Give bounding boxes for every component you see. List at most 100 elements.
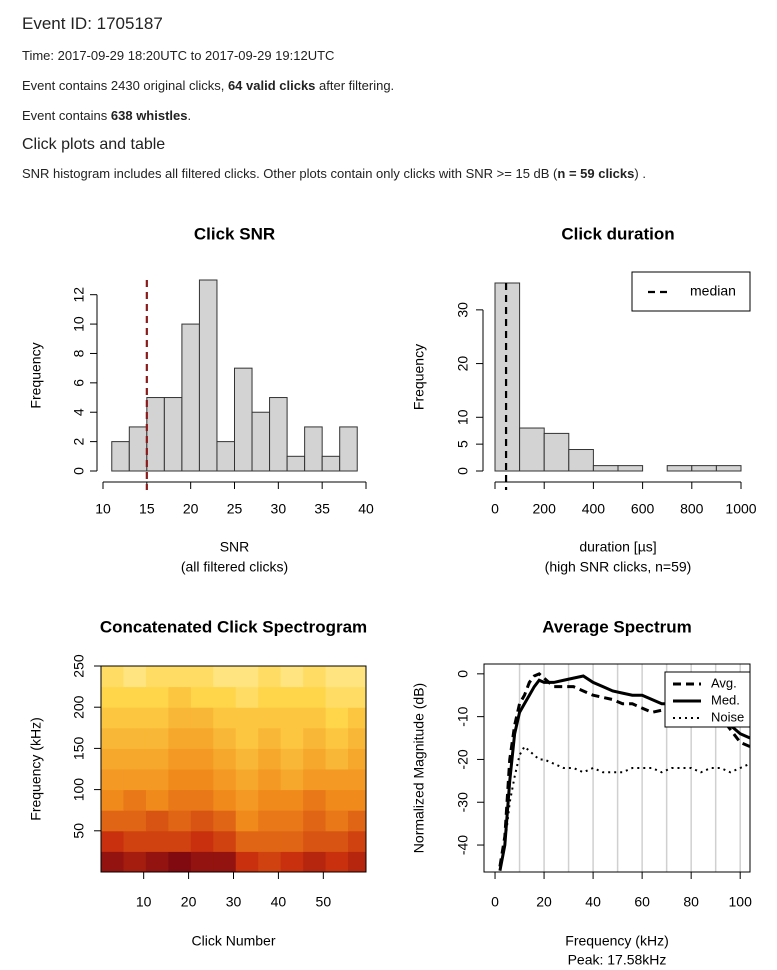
x-tick-label: 15 — [139, 501, 155, 517]
section-title: Click plots and table — [22, 136, 166, 153]
bar — [163, 397, 183, 472]
bar — [494, 282, 521, 472]
clicks-line: Event contains 2430 original clicks, 64 … — [22, 78, 394, 93]
series-line — [498, 745, 750, 867]
legend-label: Noise — [711, 709, 744, 724]
heat-cell — [190, 830, 214, 852]
heat-cell — [145, 851, 169, 873]
heat-cell — [168, 686, 192, 708]
heat-cell — [123, 748, 147, 770]
heat-cell — [325, 769, 349, 791]
heat-cell — [190, 789, 214, 811]
y-axis-label: Normalized Magnitude (dB) — [411, 683, 427, 853]
heat-cell — [280, 830, 304, 852]
heat-cell — [213, 666, 237, 688]
heat-cell — [145, 810, 169, 832]
heat-cell — [325, 727, 349, 749]
event-title: Event ID: 1705187 — [22, 14, 163, 33]
bar — [251, 411, 271, 472]
y-tick-label: 10 — [455, 409, 471, 425]
heat-cell — [101, 810, 124, 832]
heat-cell — [280, 851, 304, 873]
bar — [543, 432, 570, 472]
y-tick-label: 20 — [455, 356, 471, 372]
heat-cell — [303, 769, 327, 791]
heat-cell — [145, 830, 169, 852]
x-axis-label: duration [µs] — [579, 539, 656, 555]
x-tick-label: 50 — [316, 894, 332, 910]
y-tick-label: -30 — [455, 792, 471, 812]
heat-cell — [348, 686, 367, 708]
heat-cell — [168, 727, 192, 749]
x-tick-label: 80 — [683, 894, 699, 910]
heat-cell — [168, 769, 192, 791]
bar — [691, 465, 717, 472]
heat-cell — [213, 830, 237, 852]
heat-cell — [213, 789, 237, 811]
heat-cell — [168, 789, 192, 811]
heat-cell — [303, 830, 327, 852]
heat-cell — [145, 686, 169, 708]
heat-cell — [258, 851, 282, 873]
heat-cell — [168, 666, 192, 688]
y-tick-label: 250 — [71, 654, 87, 678]
bar — [198, 279, 218, 472]
heat-cell — [101, 851, 124, 873]
x-axis-subtitle: (all filtered clicks) — [181, 559, 288, 575]
heat-cell — [303, 686, 327, 708]
x-tick-label: 25 — [227, 501, 243, 517]
x-tick-label: 1000 — [725, 501, 756, 517]
heat-cell — [168, 748, 192, 770]
heat-cell — [325, 851, 349, 873]
bar — [321, 455, 341, 472]
heat-cell — [235, 707, 259, 729]
y-tick-label: -40 — [455, 835, 471, 855]
x-axis-label: Frequency (kHz) — [565, 933, 668, 949]
heat-cell — [348, 666, 367, 688]
heat-cell — [348, 810, 367, 832]
bar — [592, 465, 619, 472]
y-tick-label: 200 — [71, 695, 87, 719]
heat-cell — [123, 830, 147, 852]
heat-cell — [235, 830, 259, 852]
text: Event contains 2430 original clicks, — [22, 78, 228, 93]
y-tick-label: 12 — [71, 287, 87, 303]
x-tick-label: 35 — [314, 501, 330, 517]
heat-cell — [325, 748, 349, 770]
heat-cell — [258, 666, 282, 688]
heat-cell — [303, 727, 327, 749]
bar — [617, 465, 644, 472]
heat-cell — [325, 810, 349, 832]
bar — [269, 397, 288, 472]
time-line: Time: 2017-09-29 18:20UTC to 2017-09-29 … — [22, 48, 335, 63]
heat-cell — [123, 769, 147, 791]
heat-cell — [101, 830, 124, 852]
heat-cell — [101, 666, 124, 688]
heat-cell — [213, 769, 237, 791]
x-axis-subtitle: (high SNR clicks, n=59) — [545, 559, 692, 575]
heat-cell — [123, 686, 147, 708]
heat-cell — [235, 769, 259, 791]
y-axis-label: Frequency — [411, 344, 427, 410]
heat-cell — [325, 830, 349, 852]
heat-cell — [235, 727, 259, 749]
heat-cell — [123, 666, 147, 688]
bar — [216, 441, 235, 472]
heat-cell — [258, 789, 282, 811]
series-line — [498, 672, 750, 867]
bar — [304, 426, 323, 472]
y-tick-label: 100 — [71, 778, 87, 802]
heat-cell — [325, 789, 349, 811]
y-tick-label: 0 — [71, 467, 87, 475]
y-tick-label: -10 — [455, 706, 471, 726]
x-tick-label: 10 — [95, 501, 111, 517]
y-tick-label: 2 — [71, 438, 87, 446]
x-tick-label: 100 — [729, 894, 753, 910]
x-tick-label: 0 — [491, 894, 499, 910]
heat-cell — [145, 748, 169, 770]
heat-cell — [190, 810, 214, 832]
heat-cell — [348, 830, 367, 852]
y-axis-label: Frequency (kHz) — [28, 717, 44, 820]
heat-cell — [190, 748, 214, 770]
y-tick-label: 10 — [71, 316, 87, 332]
